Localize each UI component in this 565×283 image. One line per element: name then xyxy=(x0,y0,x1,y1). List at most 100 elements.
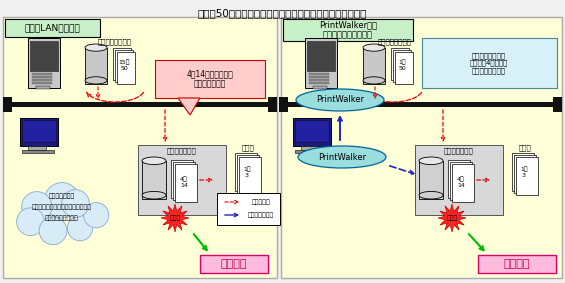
FancyBboxPatch shape xyxy=(155,60,265,98)
Text: 4～14ページのデー
タが喪失する。: 4～14ページのデー タが喪失する。 xyxy=(186,69,233,89)
FancyBboxPatch shape xyxy=(5,102,277,107)
FancyBboxPatch shape xyxy=(553,97,562,112)
FancyBboxPatch shape xyxy=(452,164,474,202)
Ellipse shape xyxy=(142,191,166,199)
Text: 15～
50: 15～ 50 xyxy=(118,59,130,71)
Text: ・ゴ印刷が発生: ・ゴ印刷が発生 xyxy=(49,193,75,199)
FancyBboxPatch shape xyxy=(32,73,52,75)
Text: サーバのスプール: サーバのスプール xyxy=(378,39,412,45)
FancyBboxPatch shape xyxy=(30,41,58,71)
FancyBboxPatch shape xyxy=(85,48,107,84)
FancyBboxPatch shape xyxy=(175,164,197,202)
FancyBboxPatch shape xyxy=(20,118,58,146)
Ellipse shape xyxy=(85,44,107,51)
Text: サーバのスプール: サーバのスプール xyxy=(98,39,132,45)
FancyBboxPatch shape xyxy=(363,48,385,84)
Polygon shape xyxy=(438,204,466,232)
Text: 1～
3: 1～ 3 xyxy=(520,166,528,178)
Text: 印刷データ: 印刷データ xyxy=(251,199,271,205)
FancyBboxPatch shape xyxy=(391,48,409,80)
FancyBboxPatch shape xyxy=(309,76,329,78)
FancyBboxPatch shape xyxy=(3,17,277,278)
FancyBboxPatch shape xyxy=(237,155,259,193)
FancyBboxPatch shape xyxy=(142,161,166,199)
Text: 1～
50: 1～ 50 xyxy=(398,59,406,71)
FancyBboxPatch shape xyxy=(115,50,133,82)
Text: 継続不能: 継続不能 xyxy=(221,259,247,269)
FancyBboxPatch shape xyxy=(138,145,226,215)
Text: ・エラー詳報が不明: ・エラー詳報が不明 xyxy=(45,215,79,221)
FancyBboxPatch shape xyxy=(235,153,257,191)
Circle shape xyxy=(84,203,109,228)
FancyBboxPatch shape xyxy=(393,50,411,82)
FancyBboxPatch shape xyxy=(309,79,329,81)
FancyBboxPatch shape xyxy=(514,155,536,193)
Ellipse shape xyxy=(363,44,385,51)
FancyBboxPatch shape xyxy=(239,157,261,195)
FancyBboxPatch shape xyxy=(448,160,470,198)
FancyBboxPatch shape xyxy=(36,86,50,89)
FancyBboxPatch shape xyxy=(28,38,60,88)
FancyBboxPatch shape xyxy=(32,76,52,78)
Circle shape xyxy=(62,190,89,217)
FancyBboxPatch shape xyxy=(283,19,413,41)
FancyBboxPatch shape xyxy=(281,102,562,107)
FancyBboxPatch shape xyxy=(450,162,472,200)
FancyBboxPatch shape xyxy=(309,73,329,75)
FancyBboxPatch shape xyxy=(3,97,12,112)
FancyBboxPatch shape xyxy=(281,17,562,278)
FancyBboxPatch shape xyxy=(512,153,534,191)
Polygon shape xyxy=(178,98,200,115)
FancyBboxPatch shape xyxy=(395,52,413,84)
FancyBboxPatch shape xyxy=(309,82,329,84)
FancyBboxPatch shape xyxy=(415,145,503,215)
FancyBboxPatch shape xyxy=(113,48,131,80)
Ellipse shape xyxy=(419,191,443,199)
FancyBboxPatch shape xyxy=(28,146,46,150)
FancyBboxPatch shape xyxy=(5,19,100,37)
Text: 4～
14: 4～ 14 xyxy=(457,176,465,188)
Text: PrintWalker: PrintWalker xyxy=(316,95,364,104)
Text: PrintWalker対応
ネットワークプリンタ: PrintWalker対応 ネットワークプリンタ xyxy=(319,20,377,40)
FancyBboxPatch shape xyxy=(295,120,329,142)
FancyBboxPatch shape xyxy=(279,97,288,112)
FancyBboxPatch shape xyxy=(305,38,337,88)
Circle shape xyxy=(16,208,45,235)
FancyBboxPatch shape xyxy=(22,150,54,153)
Text: 印刷継続: 印刷継続 xyxy=(504,259,530,269)
FancyBboxPatch shape xyxy=(268,97,277,112)
Text: プリンタの列り: プリンタの列り xyxy=(167,148,197,154)
Text: 紙出力: 紙出力 xyxy=(242,145,254,151)
FancyBboxPatch shape xyxy=(117,52,135,84)
Text: 1～
3: 1～ 3 xyxy=(243,166,251,178)
FancyBboxPatch shape xyxy=(171,160,193,198)
Ellipse shape xyxy=(142,157,166,164)
Circle shape xyxy=(45,183,80,218)
Text: 電源断: 電源断 xyxy=(446,215,458,221)
FancyBboxPatch shape xyxy=(32,79,52,81)
Ellipse shape xyxy=(296,89,384,111)
Polygon shape xyxy=(161,204,189,232)
FancyBboxPatch shape xyxy=(419,161,443,199)
FancyBboxPatch shape xyxy=(293,118,331,146)
Text: 紙出力: 紙出力 xyxy=(519,145,531,151)
Ellipse shape xyxy=(85,77,107,84)
FancyBboxPatch shape xyxy=(307,41,335,71)
Text: ・アプリケーションの再起動が必要: ・アプリケーションの再起動が必要 xyxy=(32,204,92,210)
Text: 4～
14: 4～ 14 xyxy=(180,176,188,188)
FancyBboxPatch shape xyxy=(200,255,268,273)
Text: プリンタの列り: プリンタの列り xyxy=(444,148,474,154)
FancyBboxPatch shape xyxy=(295,150,327,153)
Text: PrintWalker: PrintWalker xyxy=(318,153,366,162)
FancyBboxPatch shape xyxy=(422,38,557,88)
Ellipse shape xyxy=(363,77,385,84)
FancyBboxPatch shape xyxy=(22,120,56,142)
Text: 印刷完了ページを
認識し、4ページ以
降から印刷を再開: 印刷完了ページを 認識し、4ページ以 降から印刷を再開 xyxy=(470,52,508,74)
Text: 通常のLANプリンタ: 通常のLANプリンタ xyxy=(24,23,80,33)
FancyBboxPatch shape xyxy=(478,255,556,273)
Circle shape xyxy=(39,217,67,245)
Circle shape xyxy=(21,192,52,222)
FancyBboxPatch shape xyxy=(301,146,319,150)
FancyBboxPatch shape xyxy=(516,157,538,195)
FancyBboxPatch shape xyxy=(173,162,195,200)
